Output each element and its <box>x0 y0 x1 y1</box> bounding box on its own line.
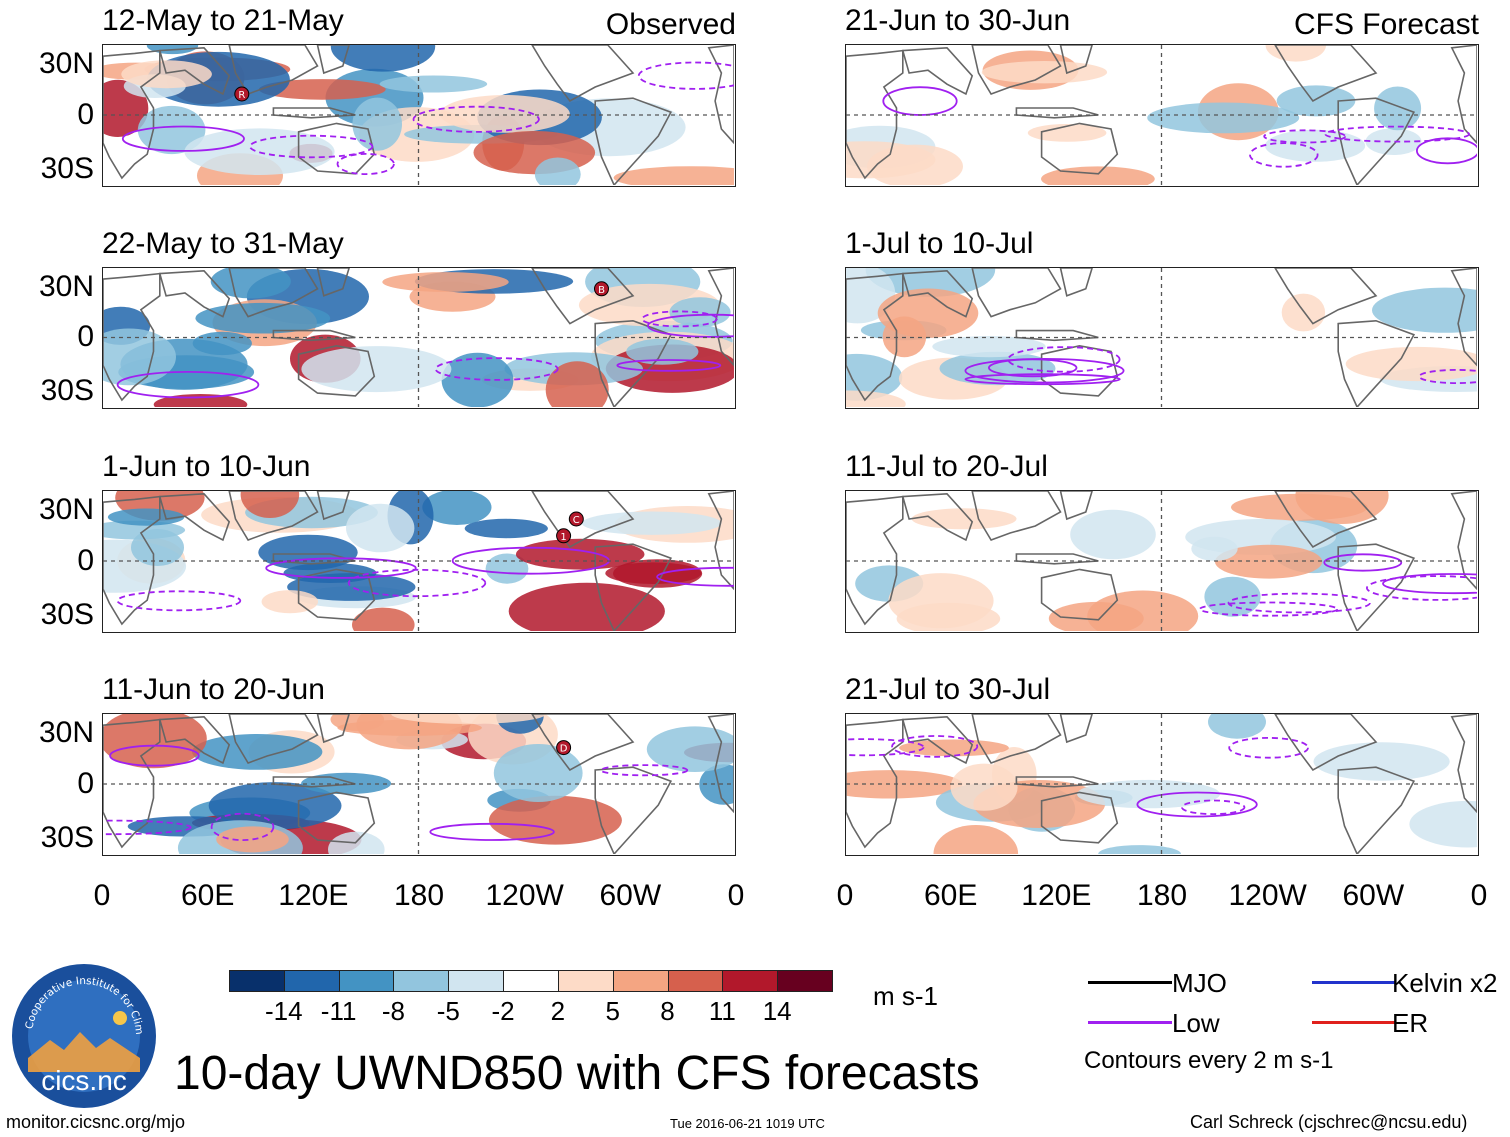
storm-track-mark: 1 <box>556 528 572 544</box>
colorbar-swatch <box>777 970 833 992</box>
colorbar-swatch <box>722 970 779 992</box>
colorbar-swatch <box>667 970 724 992</box>
map-panel: B <box>102 267 736 409</box>
logo-text: cics.nc <box>41 1065 127 1096</box>
map-field <box>846 268 1477 407</box>
colorbar-swatch <box>557 970 614 992</box>
colorbar-label: -8 <box>381 996 406 1026</box>
legend-label-mjo: MJO <box>1172 968 1227 998</box>
svg-text:B: B <box>598 285 605 296</box>
panel-tag: CFS Forecast <box>1293 8 1479 41</box>
legend-line-er <box>1312 1021 1396 1024</box>
colorbar-swatch <box>393 970 450 992</box>
x-tick-label: 60W <box>599 879 662 912</box>
y-tick-label: 30N <box>38 270 94 304</box>
map-panel: D <box>102 713 736 856</box>
x-tick-label: 60E <box>180 879 235 912</box>
x-tick-label: 0 <box>1470 879 1488 912</box>
map-panel <box>845 44 1479 187</box>
y-tick-label: 30S <box>40 820 94 854</box>
map-panel <box>845 267 1479 409</box>
panel-title: 22-May to 31-May <box>102 227 344 260</box>
y-tick-label: 30N <box>38 47 94 81</box>
y-tick-label: 30N <box>38 716 94 750</box>
svg-text:R: R <box>238 90 245 101</box>
x-tick-label: 180 <box>393 879 445 912</box>
footer-timestamp: Tue 2016-06-21 1019 UTC <box>670 1116 825 1131</box>
colorbar-swatch <box>612 970 669 992</box>
x-tick-label: 0 <box>836 879 854 912</box>
panel-title: 11-Jul to 20-Jul <box>845 450 1048 483</box>
y-tick-label: 30S <box>40 597 94 631</box>
colorbar-label: 14 <box>762 996 792 1026</box>
svg-text:C: C <box>573 515 580 526</box>
x-tick-label: 0 <box>93 879 111 912</box>
map-panel: R <box>102 44 736 187</box>
y-tick-label: 30N <box>38 493 94 527</box>
y-tick-label: 30S <box>40 151 94 185</box>
legend-contour-note: Contours every 2 m s-1 <box>1084 1047 1334 1074</box>
map-field: R <box>103 45 734 185</box>
main-title: 10-day UWND850 with CFS forecasts <box>174 1047 980 1100</box>
x-tick-label: 60E <box>923 879 978 912</box>
colorbar-label: 11 <box>708 996 736 1026</box>
panel-title: 12-May to 21-May <box>102 4 344 37</box>
panel-title: 21-Jul to 30-Jul <box>845 673 1051 706</box>
y-tick-label: 0 <box>77 320 94 353</box>
colorbar-label: -5 <box>436 996 460 1026</box>
colorbar-swatch <box>338 970 395 992</box>
x-tick-label: 180 <box>1136 879 1188 912</box>
colorbar-label: -11 <box>320 996 357 1026</box>
colorbar-swatch <box>229 970 285 992</box>
panel-title: 21-Jun to 30-Jun <box>845 4 1071 37</box>
map-field: D <box>103 714 734 854</box>
colorbar-label: 5 <box>605 996 620 1026</box>
colorbar-swatch <box>283 970 340 992</box>
colorbar-units: m s-1 <box>873 981 938 1011</box>
legend-line-mjo <box>1088 981 1172 984</box>
colorbar-swatch <box>503 970 559 992</box>
legend-label-kelvin: Kelvin x2 <box>1392 968 1498 998</box>
y-tick-label: 0 <box>77 97 94 131</box>
svg-text:D: D <box>560 744 568 755</box>
y-tick-label: 0 <box>77 766 94 800</box>
map-field: B <box>103 268 734 407</box>
legend-line-kelvin <box>1312 981 1396 984</box>
x-tick-label: 0 <box>727 879 745 912</box>
footer-url: monitor.cicsnc.org/mjo <box>6 1112 186 1132</box>
map-panel <box>845 713 1479 856</box>
panel-title: 1-Jul to 10-Jul <box>845 227 1034 260</box>
map-field <box>846 491 1477 631</box>
colorbar-label: -2 <box>491 996 515 1026</box>
x-tick-label: 120W <box>1228 879 1307 912</box>
colorbar-label: 2 <box>550 996 566 1026</box>
map-panel <box>845 490 1479 633</box>
storm-track-mark: C <box>568 511 584 527</box>
legend-label-er: ER <box>1392 1008 1429 1038</box>
x-tick-label: 120E <box>278 879 349 912</box>
x-tick-label: 60W <box>1342 879 1405 912</box>
svg-text:1: 1 <box>560 532 566 543</box>
colorbar-label: 8 <box>660 996 675 1026</box>
y-tick-label: 0 <box>77 543 94 577</box>
x-tick-label: 120E <box>1021 879 1092 912</box>
x-tick-label: 120W <box>485 879 564 912</box>
map-field: 1C <box>103 491 734 631</box>
storm-track-mark: B <box>594 281 609 297</box>
map-field <box>846 45 1477 185</box>
storm-track-mark: D <box>556 740 572 756</box>
map-field <box>846 714 1477 854</box>
storm-track-mark: R <box>234 86 250 102</box>
panel-tag: Observed <box>605 8 736 41</box>
colorbar-label: -14 <box>265 996 303 1026</box>
panel-title: 1-Jun to 10-Jun <box>102 450 311 483</box>
cics-logo: Cooperative Institute for Climate and Sa… <box>7 953 158 1110</box>
footer-author: Carl Schreck (cjschrec@ncsu.edu) <box>1190 1112 1468 1132</box>
legend-label-low: Low <box>1172 1008 1220 1038</box>
y-tick-label: 30S <box>40 373 94 407</box>
legend-line-low <box>1088 1021 1172 1024</box>
panel-title: 11-Jun to 20-Jun <box>102 673 325 706</box>
colorbar-swatch <box>448 970 505 992</box>
